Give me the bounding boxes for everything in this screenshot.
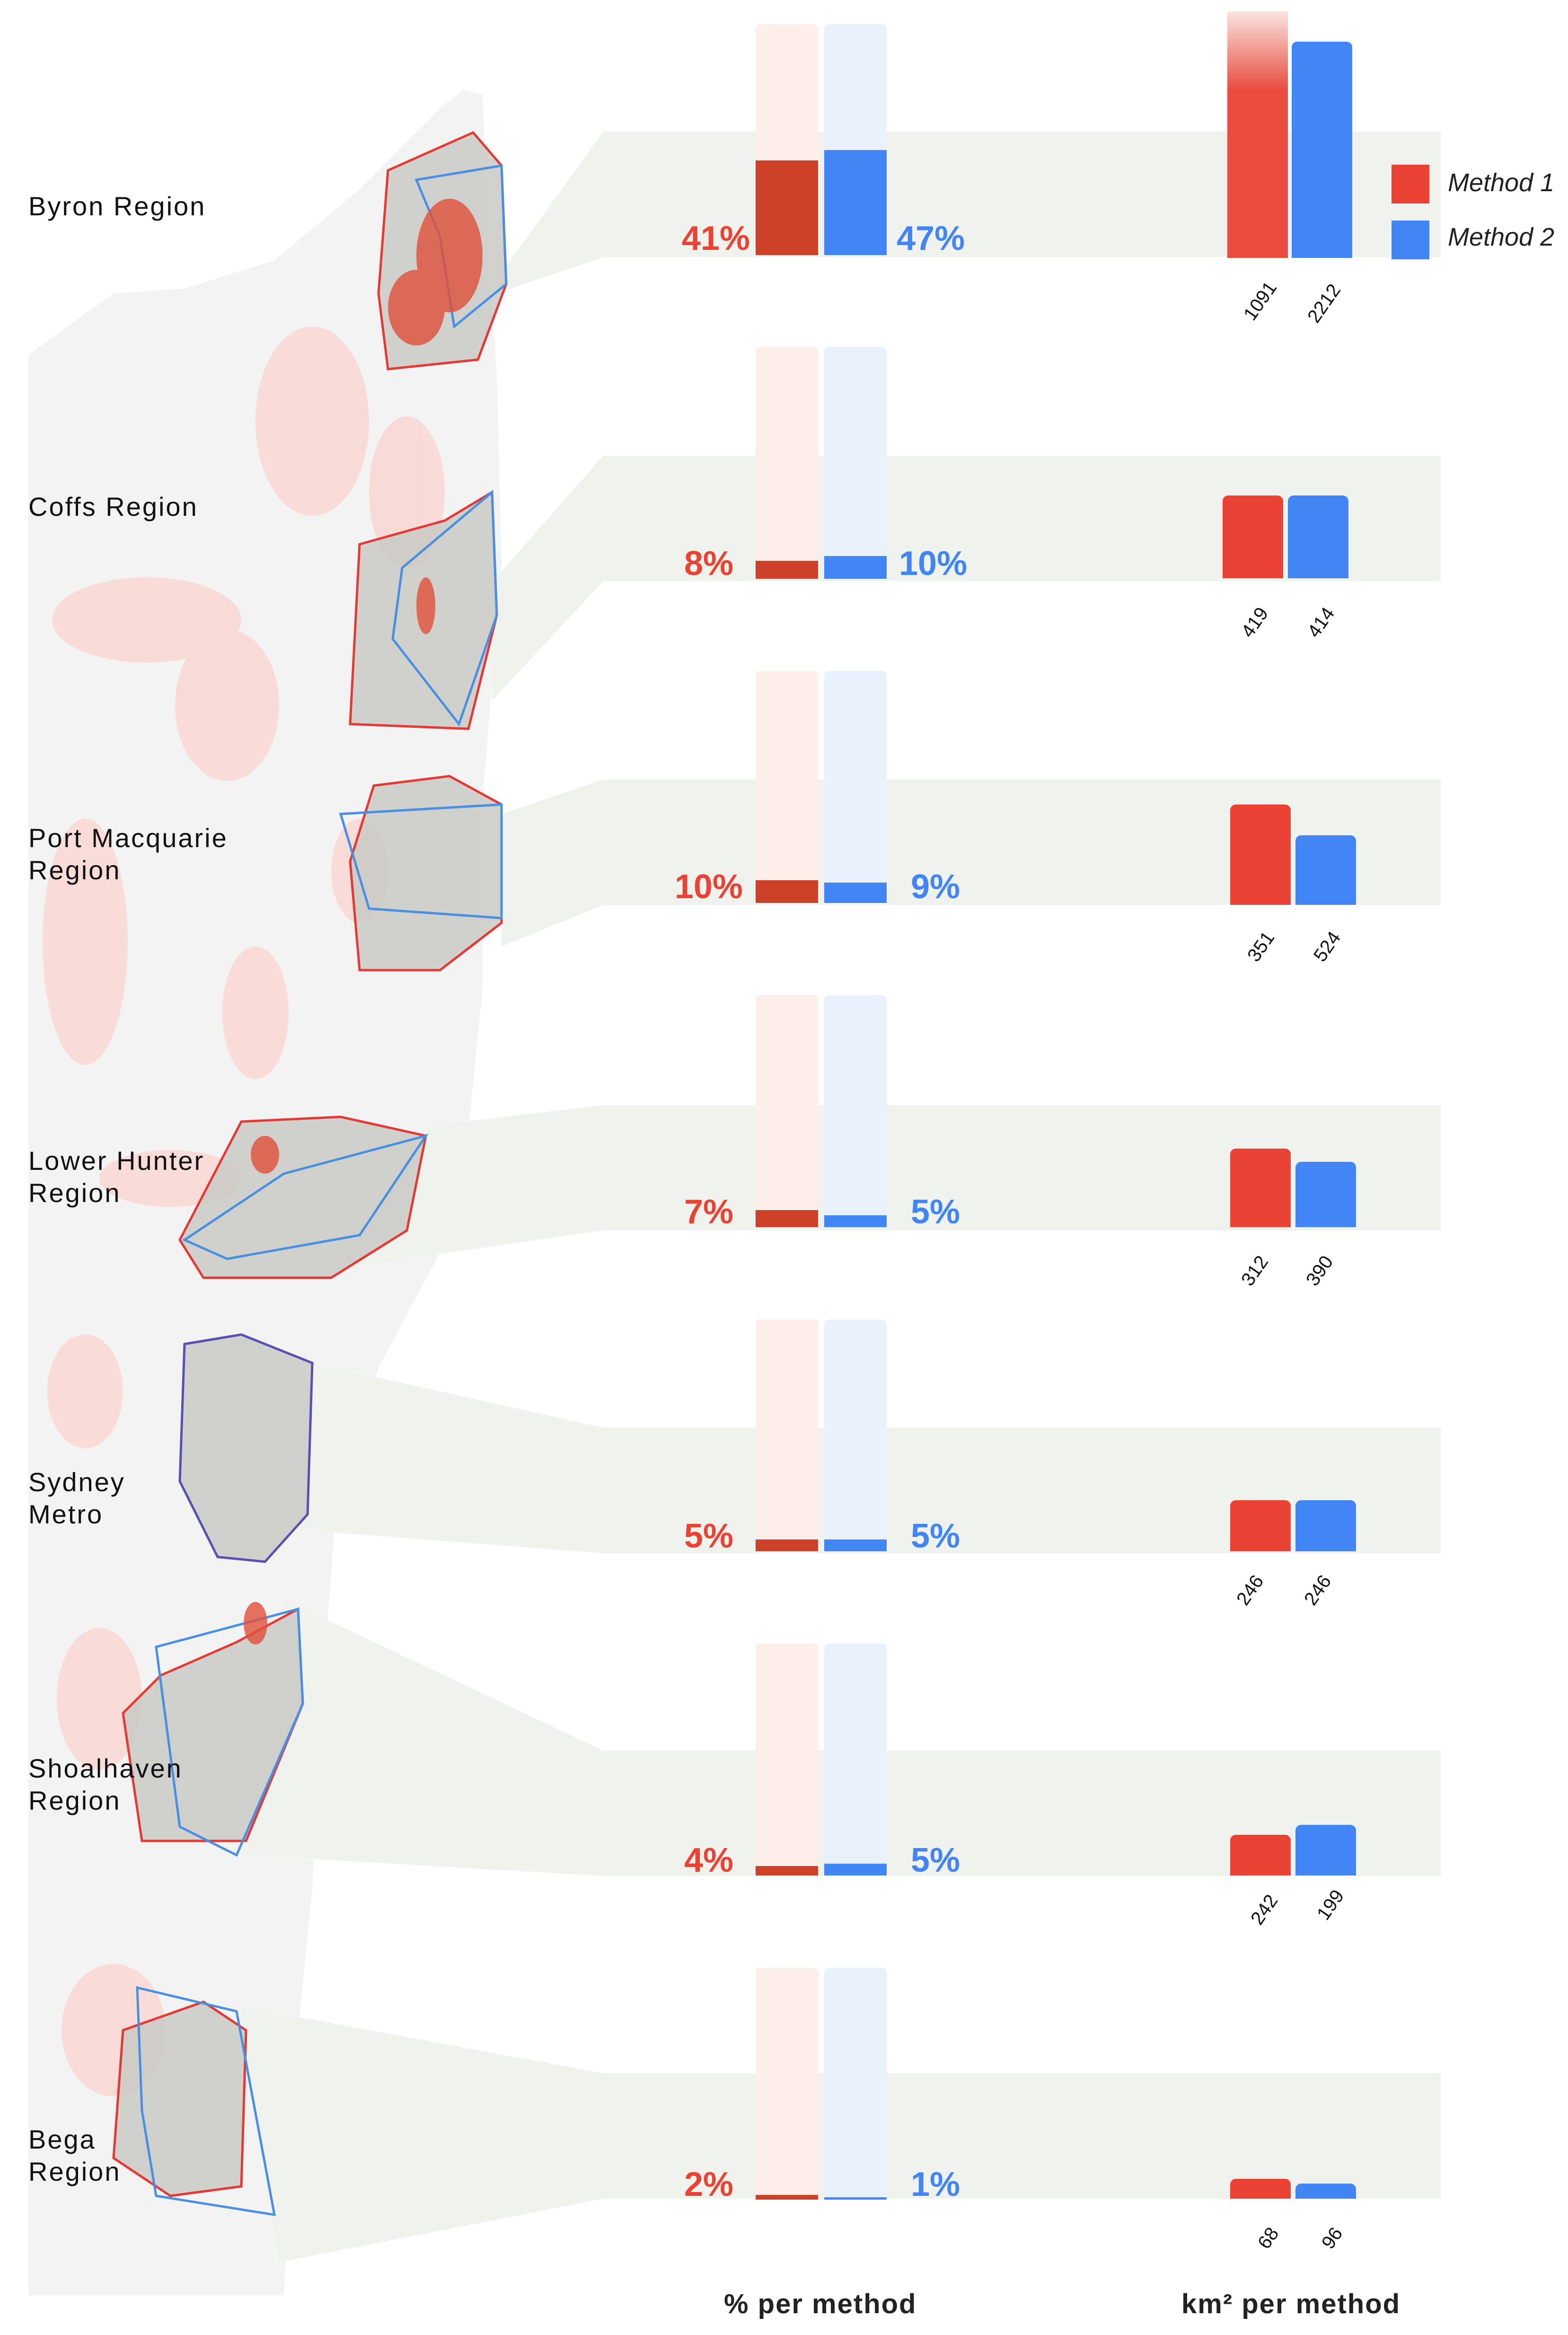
pct-fill-lower-hunter-method2 bbox=[824, 1215, 887, 1227]
pct-track-sydney-metro-method1 bbox=[756, 1319, 818, 1551]
pct-value-lower-hunter-method2: 5% bbox=[911, 1193, 960, 1231]
km-bar-port-macquarie-method1 bbox=[1230, 805, 1291, 905]
pct-track-byron-method1 bbox=[756, 24, 818, 255]
pct-track-byron-method2 bbox=[824, 24, 887, 255]
pct-value-port-macquarie-method2: 9% bbox=[911, 868, 960, 906]
pct-track-coffs-method2 bbox=[824, 347, 887, 579]
pct-fill-sydney-metro-method2 bbox=[824, 1539, 887, 1551]
pct-value-lower-hunter-method1: 7% bbox=[684, 1193, 733, 1231]
pct-track-port-macquarie-method2 bbox=[824, 671, 887, 903]
pct-track-shoalhaven-method2 bbox=[824, 1644, 887, 1875]
legend-swatch-method2 bbox=[1392, 221, 1429, 259]
pct-value-sydney-metro-method2: 5% bbox=[911, 1517, 960, 1555]
pct-fill-port-macquarie-method1 bbox=[756, 880, 818, 903]
pct-axis-title: % per method bbox=[724, 2289, 917, 2319]
km-bar-sydney-metro-method2 bbox=[1295, 1500, 1356, 1551]
pct-fill-byron-method2 bbox=[824, 150, 887, 255]
region-label-port-macquarie: Port Macquarie Region bbox=[28, 823, 228, 885]
pct-value-shoalhaven-method1: 4% bbox=[684, 1841, 733, 1879]
pct-value-byron-method2: 47% bbox=[897, 220, 965, 257]
km-bar-bega-method1 bbox=[1230, 2179, 1291, 2199]
pct-track-sydney-metro-method2 bbox=[824, 1319, 887, 1551]
pct-value-port-macquarie-method1: 10% bbox=[674, 868, 743, 906]
pct-track-coffs-method1 bbox=[756, 347, 818, 579]
pct-fill-lower-hunter-method1 bbox=[756, 1210, 818, 1227]
pct-track-bega-method2 bbox=[824, 1968, 887, 2200]
region-label-lower-hunter: Lower Hunter Region bbox=[28, 1146, 205, 1208]
region-label-coffs: Coffs Region bbox=[28, 492, 198, 522]
pct-value-bega-method2: 1% bbox=[911, 2166, 960, 2203]
region-label-byron: Byron Region bbox=[28, 191, 206, 221]
pct-value-coffs-method2: 10% bbox=[899, 545, 968, 583]
km-axis-title: km² per method bbox=[1181, 2289, 1401, 2319]
pct-value-coffs-method1: 8% bbox=[684, 545, 733, 583]
legend-label-method1: Method 1 bbox=[1448, 168, 1555, 197]
km-bar-bega-method2 bbox=[1295, 2184, 1356, 2199]
km-bar-port-macquarie-method2 bbox=[1295, 835, 1356, 905]
legend-label-method2: Method 2 bbox=[1448, 223, 1555, 251]
pct-fill-coffs-method2 bbox=[824, 556, 887, 579]
pct-value-byron-method1: 41% bbox=[681, 220, 750, 257]
pct-track-lower-hunter-method2 bbox=[824, 995, 887, 1227]
km-bar-lower-hunter-method1 bbox=[1230, 1149, 1291, 1227]
region-label-bega: Bega Region bbox=[28, 2124, 121, 2186]
pct-fill-coffs-method1 bbox=[756, 561, 818, 579]
pct-fill-byron-method1 bbox=[756, 160, 818, 255]
legend-swatch-method1 bbox=[1392, 165, 1429, 203]
km-bar-coffs-method2 bbox=[1288, 495, 1348, 578]
km-bar-byron-method1 bbox=[1227, 11, 1288, 258]
pct-fill-sydney-metro-method1 bbox=[756, 1539, 818, 1551]
km-bar-shoalhaven-method2 bbox=[1295, 1825, 1356, 1875]
pct-track-bega-method1 bbox=[756, 1968, 818, 2200]
pct-fill-shoalhaven-method2 bbox=[824, 1864, 887, 1875]
pct-value-shoalhaven-method2: 5% bbox=[911, 1841, 960, 1879]
region-label-shoalhaven: Shoalhaven Region bbox=[28, 1753, 183, 1815]
pct-track-shoalhaven-method1 bbox=[756, 1644, 818, 1875]
region-label-sydney-metro: Sydney Metro bbox=[28, 1467, 125, 1529]
row-band-bega bbox=[603, 2073, 1441, 2199]
km-bar-byron-method2 bbox=[1292, 42, 1352, 258]
pct-track-port-macquarie-method1 bbox=[756, 671, 818, 903]
pct-fill-port-macquarie-method2 bbox=[824, 883, 887, 903]
pct-value-bega-method1: 2% bbox=[684, 2166, 733, 2203]
km-bar-lower-hunter-method2 bbox=[1295, 1162, 1356, 1227]
km-bar-coffs-method1 bbox=[1223, 495, 1283, 578]
km-bar-shoalhaven-method1 bbox=[1230, 1835, 1291, 1875]
pct-fill-bega-method1 bbox=[756, 2195, 818, 2200]
pct-fill-shoalhaven-method1 bbox=[756, 1866, 818, 1875]
pct-value-sydney-metro-method1: 5% bbox=[684, 1517, 733, 1555]
pct-fill-bega-method2 bbox=[824, 2197, 887, 2200]
km-bar-sydney-metro-method1 bbox=[1230, 1500, 1291, 1551]
pct-track-lower-hunter-method1 bbox=[756, 995, 818, 1227]
